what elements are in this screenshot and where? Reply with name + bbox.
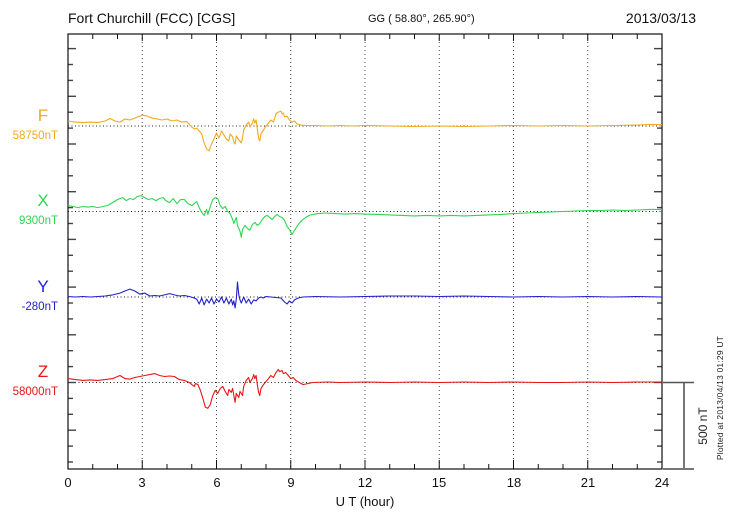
station-title: Fort Churchill (FCC) [CGS] (68, 10, 236, 26)
channel-baseline-y: -280nT (21, 301, 58, 313)
channel-label-y: Y (37, 277, 49, 296)
channel-baseline-x: 9300nT (18, 215, 58, 227)
x-tick-24: 24 (654, 475, 670, 490)
x-tick-6: 6 (213, 475, 221, 490)
x-tick-0: 0 (64, 475, 72, 490)
x-tick-18: 18 (506, 475, 522, 490)
x-axis-title: U T (hour) (335, 494, 395, 509)
channel-label-z: Z (37, 362, 49, 381)
channel-label-f: F (37, 106, 49, 125)
geographic-coordinates: GG ( 58.80°, 265.90°) (368, 13, 475, 25)
scale-bar-label: 500 nT (696, 407, 710, 445)
channel-label-x: X (37, 191, 49, 210)
x-tick-3: 3 (138, 475, 146, 490)
channel-baseline-z: 58000nT (12, 386, 58, 398)
trace-x (67, 195, 662, 238)
plot-date: 2013/03/13 (625, 10, 696, 26)
x-tick-12: 12 (357, 475, 373, 490)
trace-z (67, 368, 662, 409)
trace-f (67, 110, 662, 152)
x-tick-15: 15 (431, 475, 447, 490)
plot-frame (67, 33, 663, 470)
x-tick-21: 21 (580, 475, 596, 490)
channel-baseline-f: 58750nT (12, 130, 58, 142)
plotted-at-note: Plotted at 2013/04/13 01:29 UT (715, 335, 725, 461)
x-tick-9: 9 (287, 475, 295, 490)
trace-y (67, 281, 663, 309)
